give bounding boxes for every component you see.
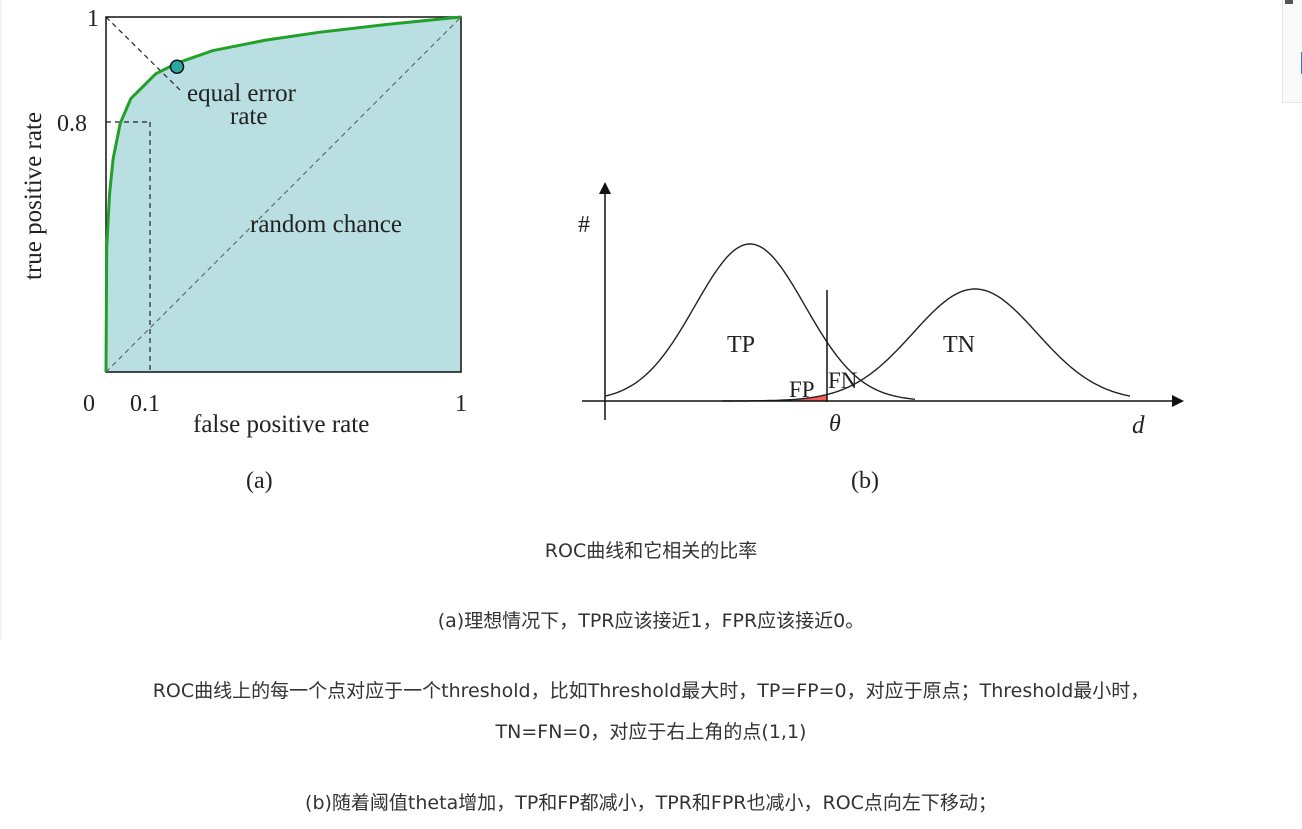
y-tick-0-8: 0.8 xyxy=(57,111,87,137)
y-axis-label: true positive rate xyxy=(20,112,47,280)
x-axis-label: false positive rate xyxy=(193,411,369,438)
x-tick-0-1: 0.1 xyxy=(130,391,160,417)
x-tick-1: 1 xyxy=(455,391,467,417)
tp-distribution-curve xyxy=(604,243,916,400)
close-icon[interactable] xyxy=(1285,0,1293,4)
roc-plot-frame xyxy=(105,16,462,373)
fp-label: FP xyxy=(789,377,815,402)
x-axis-symbol: d xyxy=(1132,412,1145,439)
caption-roc-line-1: ROC曲线上的每一个点对应于一个threshold，比如Threshold最大时… xyxy=(152,680,1150,702)
roc-panel: equal error rate random chance 1 0.8 0 0… xyxy=(20,6,467,494)
roc-area-under-curve xyxy=(106,17,461,372)
caption-roc-line-2: TN=FN=0，对应于右上角的点(1,1) xyxy=(495,721,807,743)
page-left-margin xyxy=(0,0,2,640)
side-toolbar-widget[interactable] xyxy=(1282,0,1302,103)
tn-label: TN xyxy=(943,332,975,358)
y-axis-symbol: # xyxy=(578,212,590,238)
threshold-symbol: θ xyxy=(829,411,841,437)
roc-curve-line xyxy=(104,15,462,373)
fn-label: FN xyxy=(828,368,858,393)
equal-error-rate-point xyxy=(169,59,185,74)
roc-figure: equal error rate random chance 1 0.8 0 0… xyxy=(20,6,1184,494)
caption-line-a: (a)理想情况下，TPR应该接近1，FPR应该接近0。 xyxy=(437,610,865,632)
panel-a-label: (a) xyxy=(246,468,273,494)
eer-label-line1: equal error xyxy=(187,80,297,107)
tn-distribution-curve xyxy=(722,288,1131,402)
y-tick-1: 1 xyxy=(87,6,99,32)
figure-caption-title: ROC曲线和它相关的比率 xyxy=(544,540,758,562)
eer-label-line2: rate xyxy=(230,103,267,130)
random-chance-label: random chance xyxy=(250,211,402,238)
random-chance-diagonal xyxy=(105,16,462,373)
x-tick-0: 0 xyxy=(83,391,95,417)
tp-label: TP xyxy=(727,332,755,358)
caption-line-b: (b)随着阈值theta增加，TP和FP都减小，TPR和FPR也减小，ROC点向… xyxy=(305,792,997,814)
panel-b-label: (b) xyxy=(851,468,879,494)
distribution-panel: # d θ TP TN FP FN (b) xyxy=(578,182,1184,494)
